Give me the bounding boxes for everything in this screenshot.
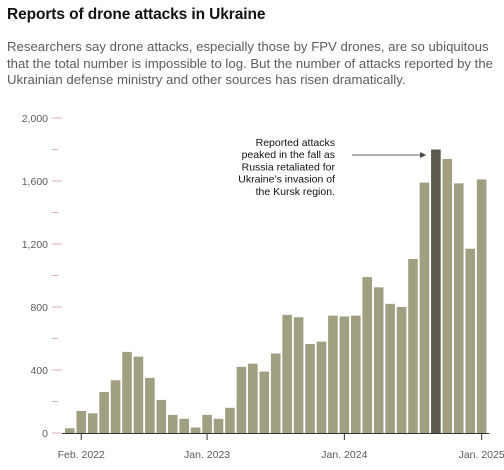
- bar: [236, 366, 247, 433]
- bar: [328, 315, 338, 433]
- x-axis: Feb. 2022 Jan. 2023 Jan. 2024 Jan. 2025: [58, 433, 504, 461]
- annotation-text: Ukraine’s invasion of: [238, 174, 335, 186]
- x-tick-label: Jan. 2024: [321, 449, 367, 461]
- y-axis: 0 400 800 1,200 1,600 2,000: [22, 113, 62, 440]
- y-tick-label: 400: [30, 365, 48, 377]
- bar: [316, 341, 327, 433]
- bar: [476, 179, 487, 433]
- bar: [431, 149, 441, 433]
- bar: [190, 427, 201, 433]
- bar: [87, 413, 98, 433]
- bar: [465, 248, 475, 433]
- chart-subtitle: Researchers say drone attacks, especiall…: [7, 39, 494, 88]
- bar: [339, 316, 350, 433]
- bar: [396, 307, 407, 433]
- x-tick-label: Feb. 2022: [58, 449, 105, 461]
- bar: [133, 356, 144, 433]
- bar: [110, 380, 121, 433]
- bar: [408, 258, 418, 433]
- bar: [122, 351, 132, 433]
- annotation-text: Reported attacks: [256, 137, 335, 149]
- bars: [65, 149, 487, 433]
- y-tick-label: 1,200: [22, 239, 48, 251]
- annotation-arrowhead: [420, 152, 427, 158]
- y-tick-label: 1,600: [22, 176, 48, 188]
- y-tick-label: 2,000: [22, 113, 48, 125]
- bar: [248, 363, 258, 433]
- annotation-text: peaked in the fall as: [242, 149, 335, 161]
- chart-title: Reports of drone attacks in Ukraine: [7, 6, 266, 23]
- bar: [293, 317, 304, 433]
- annotation-text: Russia retaliated for: [242, 161, 336, 173]
- y-tick-label: 0: [42, 428, 48, 440]
- bar: [179, 418, 189, 433]
- y-tick-label: 800: [30, 302, 48, 314]
- bar: [225, 407, 235, 433]
- bar: [259, 371, 270, 433]
- x-tick-label: Jan. 2023: [184, 449, 230, 461]
- bar: [167, 414, 178, 433]
- bar: [453, 183, 464, 433]
- bar: [362, 277, 373, 433]
- bar: [202, 414, 212, 433]
- x-tick-label: Jan. 2025: [459, 449, 504, 461]
- bar: [282, 314, 292, 433]
- bar: [65, 428, 75, 433]
- bar: [385, 303, 395, 433]
- bar: [419, 182, 430, 433]
- bar: [156, 399, 167, 433]
- bar: [305, 344, 315, 433]
- bar: [373, 287, 384, 433]
- bar: [442, 158, 453, 433]
- annotation-text: the Kursk region.: [256, 186, 335, 198]
- bar: [145, 377, 155, 433]
- bar: [99, 392, 109, 433]
- bar: [213, 418, 224, 433]
- bar: [351, 315, 361, 433]
- bar: [270, 353, 281, 433]
- bar: [76, 410, 87, 433]
